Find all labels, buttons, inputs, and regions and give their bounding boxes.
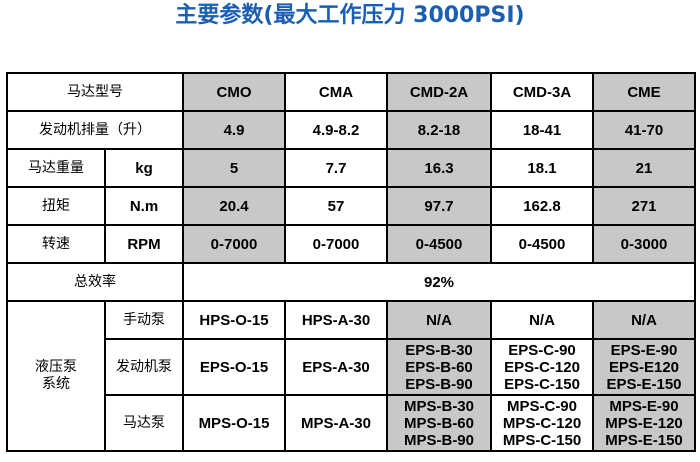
pump-model: MPS-O-15 — [198, 414, 270, 432]
pump-model: MPS-E-90 — [609, 397, 679, 415]
speed-unit: RPM — [104, 224, 184, 264]
table-cell: MPS-A-30 — [284, 394, 388, 452]
table-row-speed: 转速 RPM 0-7000 0-7000 0-4500 0-4500 0-300… — [6, 224, 696, 264]
table-cell: HPS-O-15 — [182, 300, 286, 340]
table-cell: EPS-B-30 EPS-B-60 EPS-B-90 — [386, 338, 492, 396]
table-cell: 271 — [592, 186, 696, 226]
pump-model: HPS-O-15 — [199, 311, 269, 329]
pump-model: EPS-B-30 — [405, 341, 473, 359]
table-cell: EPS-A-30 — [284, 338, 388, 396]
table-row-weight: 马达重量 kg 5 7.7 16.3 18.1 21 — [6, 148, 696, 188]
table-row-manual-pump: 液压泵 系统 手动泵 HPS-O-15 HPS-A-30 N/A N/A N/A — [6, 300, 696, 452]
table-row-model: 马达型号 CMO CMA CMD-2A CMD-3A CME — [6, 72, 696, 112]
table-cell: 21 — [592, 148, 696, 188]
pump-model: MPS-C-150 — [502, 431, 582, 449]
table-row-displacement: 发动机排量（升） 4.9 4.9-8.2 8.2-18 18-41 41-70 — [6, 110, 696, 150]
table-cell: 57 — [284, 186, 388, 226]
table-cell: 0-4500 — [490, 224, 594, 264]
pump-model: EPS-B-90 — [405, 375, 473, 393]
table-cell: N/A — [386, 300, 492, 340]
displacement-label: 发动机排量（升） — [6, 110, 184, 150]
table-cell: 18.1 — [490, 148, 594, 188]
table-cell: MPS-E-90 MPS-E-120 MPS-E-150 — [592, 394, 696, 452]
pump-model: MPS-A-30 — [300, 414, 371, 432]
table-cell: EPS-C-90 EPS-C-120 EPS-C-150 — [490, 338, 594, 396]
pump-model: MPS-E-150 — [605, 431, 683, 449]
pump-model: N/A — [631, 311, 657, 329]
table-cell: 4.9 — [182, 110, 286, 150]
table-cell: 0-4500 — [386, 224, 492, 264]
table-cell: N/A — [592, 300, 696, 340]
table-cell: MPS-O-15 — [182, 394, 286, 452]
pump-model: EPS-A-30 — [302, 358, 370, 376]
page-title: 主要参数(最大工作压力 3000PSI) — [175, 3, 525, 28]
efficiency-label: 总效率 — [6, 262, 184, 302]
pump-system-label: 液压泵 系统 — [6, 300, 106, 452]
spec-table: 马达型号 CMO CMA CMD-2A CMD-3A CME 发动机排量（升） … — [6, 72, 696, 452]
table-cell: EPS-E-90 EPS-E120 EPS-E-150 — [592, 338, 696, 396]
efficiency-value: 92% — [182, 262, 696, 302]
pump-model: MPS-C-120 — [502, 414, 582, 432]
model-cmo: CMO — [182, 72, 286, 112]
torque-label: 扭矩 — [6, 186, 106, 226]
pump-model: MPS-E-120 — [605, 414, 683, 432]
pump-model: EPS-B-60 — [405, 358, 473, 376]
pump-model: N/A — [529, 311, 555, 329]
model-cmd-2a: CMD-2A — [386, 72, 492, 112]
table-cell: 0-7000 — [182, 224, 286, 264]
pump-model: EPS-E-150 — [606, 375, 682, 393]
table-cell: N/A — [490, 300, 594, 340]
pump-model: MPS-B-60 — [403, 414, 474, 432]
table-cell: 7.7 — [284, 148, 388, 188]
pump-model: MPS-B-30 — [403, 397, 474, 415]
table-cell: 8.2-18 — [386, 110, 492, 150]
table-cell: MPS-C-90 MPS-C-120 MPS-C-150 — [490, 394, 594, 452]
table-cell: EPS-O-15 — [182, 338, 286, 396]
table-cell: 20.4 — [182, 186, 286, 226]
model-cmd-3a: CMD-3A — [490, 72, 594, 112]
table-row-efficiency: 总效率 92% — [6, 262, 696, 302]
table-row-engine-pump: 发动机泵 EPS-O-15 EPS-A-30 EPS-B-30 EPS-B-60 E… — [7, 338, 696, 396]
pump-model: EPS-C-120 — [504, 358, 580, 376]
engine-pump-label: 发动机泵 — [104, 338, 184, 396]
table-cell: 0-3000 — [592, 224, 696, 264]
pump-model: MPS-C-90 — [506, 397, 577, 415]
model-cma: CMA — [284, 72, 388, 112]
speed-label: 转速 — [6, 224, 106, 264]
model-cme: CME — [592, 72, 696, 112]
table-cell: 41-70 — [592, 110, 696, 150]
table-cell: 5 — [182, 148, 286, 188]
pump-model: EPS-O-15 — [199, 358, 269, 376]
torque-unit: N.m — [104, 186, 184, 226]
pump-model: EPS-E-90 — [610, 341, 678, 359]
weight-unit: kg — [104, 148, 184, 188]
weight-label: 马达重量 — [6, 148, 106, 188]
pump-model: HPS-A-30 — [301, 311, 371, 329]
table-cell: 162.8 — [490, 186, 594, 226]
pump-model: EPS-C-150 — [504, 375, 580, 393]
pump-model: MPS-B-90 — [403, 431, 474, 449]
table-row-torque: 扭矩 N.m 20.4 57 97.7 162.8 271 — [6, 186, 696, 226]
pump-model: EPS-C-90 — [508, 341, 576, 359]
motor-pump-label: 马达泵 — [104, 394, 184, 452]
table-cell: HPS-A-30 — [284, 300, 388, 340]
pump-system-label-line2: 系统 — [42, 376, 70, 392]
table-row-motor-pump: 马达泵 MPS-O-15 MPS-A-30 MPS-B-30 MPS-B-60 MP… — [7, 394, 696, 452]
table-cell: 18-41 — [490, 110, 594, 150]
pump-model: N/A — [426, 311, 452, 329]
pump-system-label-line1: 液压泵 — [35, 359, 77, 375]
table-cell: 0-7000 — [284, 224, 388, 264]
model-label: 马达型号 — [6, 72, 184, 112]
table-cell: MPS-B-30 MPS-B-60 MPS-B-90 — [386, 394, 492, 452]
pump-model: EPS-E120 — [608, 358, 680, 376]
table-cell: 97.7 — [386, 186, 492, 226]
table-cell: 16.3 — [386, 148, 492, 188]
manual-pump-label: 手动泵 — [104, 300, 184, 340]
table-cell: 4.9-8.2 — [284, 110, 388, 150]
